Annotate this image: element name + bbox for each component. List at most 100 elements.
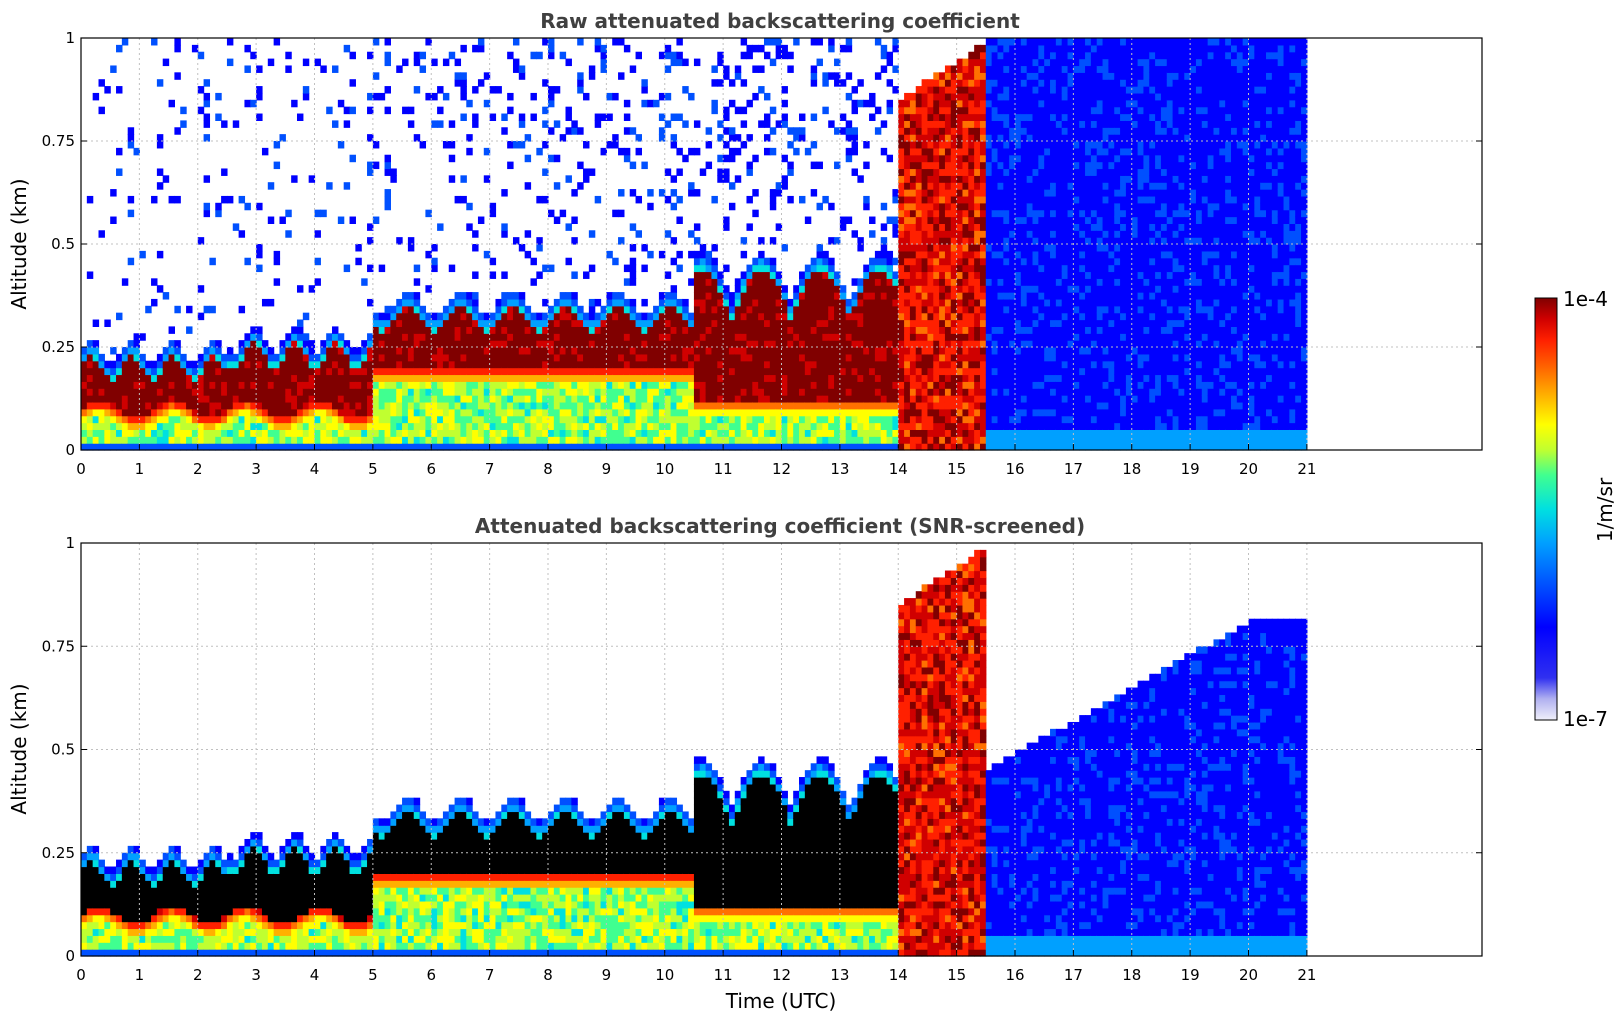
heatmap-cell — [664, 347, 672, 355]
heatmap-cell — [577, 319, 584, 327]
heatmap-cell — [308, 401, 316, 410]
heatmap-cell — [308, 415, 316, 424]
heatmap-cell — [950, 134, 958, 142]
heatmap-cell — [997, 134, 1004, 142]
heatmap-cell — [804, 422, 812, 430]
heatmap-cell — [968, 436, 975, 444]
heatmap-cell — [699, 360, 707, 369]
heatmap-cell — [314, 257, 321, 266]
heatmap-cell — [874, 278, 882, 286]
heatmap-cell — [647, 360, 654, 369]
heatmap-cell — [997, 360, 1004, 369]
heatmap-cell — [944, 271, 952, 279]
heatmap-cell — [979, 388, 987, 396]
heatmap-cell — [816, 285, 823, 293]
heatmap-cell — [524, 367, 532, 376]
heatmap-cell — [559, 340, 567, 348]
heatmap-cell — [156, 353, 164, 362]
heatmap-cell — [711, 367, 718, 376]
heatmap-cell — [553, 388, 561, 396]
heatmap-cell — [1015, 278, 1022, 286]
heatmap-cell — [658, 292, 666, 300]
heatmap-cell — [688, 319, 695, 327]
heatmap-cell — [355, 408, 362, 417]
heatmap-cell — [880, 244, 888, 252]
heatmap-cell — [489, 374, 497, 382]
heatmap-cell — [501, 298, 508, 307]
heatmap-cell — [810, 367, 818, 376]
heatmap-cell — [530, 278, 537, 286]
heatmap-cell — [1015, 312, 1022, 321]
heatmap-cell — [944, 99, 952, 108]
heatmap-cell — [244, 353, 251, 362]
heatmap-cell — [997, 65, 1004, 73]
heatmap-cell — [361, 374, 368, 382]
heatmap-cell — [442, 415, 450, 424]
heatmap-cell — [915, 298, 923, 307]
heatmap-cell — [658, 381, 666, 389]
heatmap-cell — [763, 374, 771, 382]
heatmap-cell — [1020, 79, 1028, 87]
heatmap-cell — [1038, 244, 1045, 252]
heatmap-cell — [116, 429, 123, 437]
heatmap-cell — [256, 92, 263, 101]
heatmap-cell — [752, 264, 759, 273]
heatmap-cell — [968, 298, 975, 307]
heatmap-cell — [460, 443, 467, 451]
heatmap-cell — [174, 44, 181, 53]
heatmap-cell — [793, 347, 800, 355]
heatmap-cell — [799, 422, 806, 430]
heatmap-cell — [845, 408, 853, 417]
heatmap-cell — [775, 305, 783, 314]
heatmap-cell — [477, 436, 485, 444]
heatmap-cell — [851, 86, 858, 94]
heatmap-cell — [361, 278, 368, 286]
heatmap-cell — [1038, 422, 1045, 430]
heatmap-cell — [968, 429, 975, 437]
heatmap-cell — [606, 319, 613, 327]
heatmap-cell — [734, 147, 742, 156]
heatmap-cell — [769, 58, 777, 67]
heatmap-cell — [968, 408, 975, 417]
heatmap-cell — [728, 374, 736, 382]
heatmap-cell — [320, 360, 327, 369]
heatmap-cell — [816, 278, 823, 286]
heatmap-cell — [302, 92, 310, 101]
heatmap-cell — [1026, 244, 1034, 252]
heatmap-cell — [174, 72, 181, 80]
heatmap-cell — [793, 388, 800, 396]
heatmap-cell — [548, 360, 555, 369]
heatmap-cell — [1032, 422, 1039, 430]
heatmap-cell — [548, 347, 555, 355]
heatmap-cell — [758, 443, 765, 451]
heatmap-cell — [98, 395, 105, 403]
heatmap-cell — [162, 353, 170, 362]
heatmap-cell — [769, 415, 777, 424]
heatmap-cell — [968, 381, 975, 389]
heatmap-cell — [997, 244, 1004, 252]
heatmap-cell — [723, 106, 730, 115]
heatmap-cell — [944, 223, 952, 231]
heatmap-cell — [600, 408, 607, 417]
heatmap-cell — [799, 305, 806, 314]
heatmap-cell — [460, 374, 467, 382]
heatmap-cell — [658, 319, 666, 327]
heatmap-cell — [542, 353, 549, 362]
heatmap-cell — [904, 367, 911, 376]
heatmap-cell — [594, 319, 602, 327]
heatmap-cell — [1026, 223, 1034, 231]
heatmap-cell — [664, 51, 672, 60]
heatmap-cell — [437, 333, 444, 341]
heatmap-cell — [939, 443, 946, 451]
heatmap-cell — [413, 367, 421, 376]
heatmap-cell — [116, 415, 123, 424]
heatmap-cell — [752, 319, 759, 327]
heatmap-cell — [548, 209, 555, 218]
heatmap-cell — [758, 278, 765, 286]
heatmap-cell — [979, 305, 987, 314]
heatmap-cell — [472, 415, 479, 424]
heatmap-cell — [548, 312, 555, 321]
heatmap-cell — [997, 340, 1004, 348]
heatmap-cell — [857, 237, 864, 245]
heatmap-cell — [909, 127, 917, 135]
